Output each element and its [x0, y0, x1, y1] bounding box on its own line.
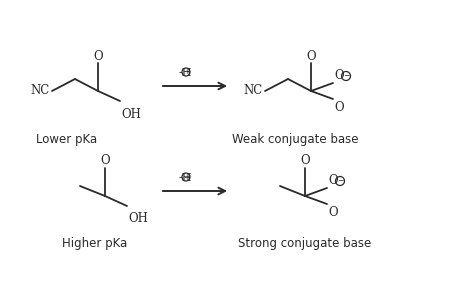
- Text: Weak conjugate base: Weak conjugate base: [232, 132, 358, 145]
- Text: -H: -H: [179, 173, 193, 183]
- Text: +: +: [183, 67, 189, 76]
- Text: O: O: [334, 69, 343, 82]
- Text: -H: -H: [179, 68, 193, 78]
- Text: NC: NC: [31, 85, 50, 98]
- Text: OH: OH: [128, 212, 148, 225]
- Text: O: O: [334, 101, 343, 114]
- Text: O: O: [306, 49, 316, 63]
- Text: O: O: [328, 206, 338, 219]
- Text: −: −: [343, 72, 349, 80]
- Text: −: −: [337, 176, 343, 185]
- Text: O: O: [100, 154, 110, 167]
- Text: Higher pKa: Higher pKa: [62, 237, 128, 250]
- Text: +: +: [183, 172, 189, 182]
- Text: O: O: [328, 174, 338, 187]
- Text: OH: OH: [121, 108, 141, 121]
- Text: O: O: [93, 49, 103, 63]
- Text: NC: NC: [244, 85, 263, 98]
- Text: Lower pKa: Lower pKa: [36, 132, 97, 145]
- Text: Strong conjugate base: Strong conjugate base: [238, 237, 372, 250]
- Text: O: O: [300, 154, 310, 167]
